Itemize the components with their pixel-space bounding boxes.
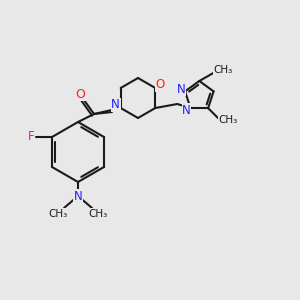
Text: O: O — [75, 88, 85, 100]
Text: N: N — [111, 98, 120, 112]
Text: O: O — [156, 79, 165, 92]
Text: CH₃: CH₃ — [218, 115, 238, 125]
Text: CH₃: CH₃ — [214, 65, 233, 75]
Text: CH₃: CH₃ — [48, 209, 68, 219]
Text: F: F — [28, 130, 34, 143]
Text: N: N — [177, 83, 185, 96]
Text: N: N — [74, 190, 82, 202]
Text: N: N — [182, 103, 191, 117]
Text: CH₃: CH₃ — [88, 209, 108, 219]
